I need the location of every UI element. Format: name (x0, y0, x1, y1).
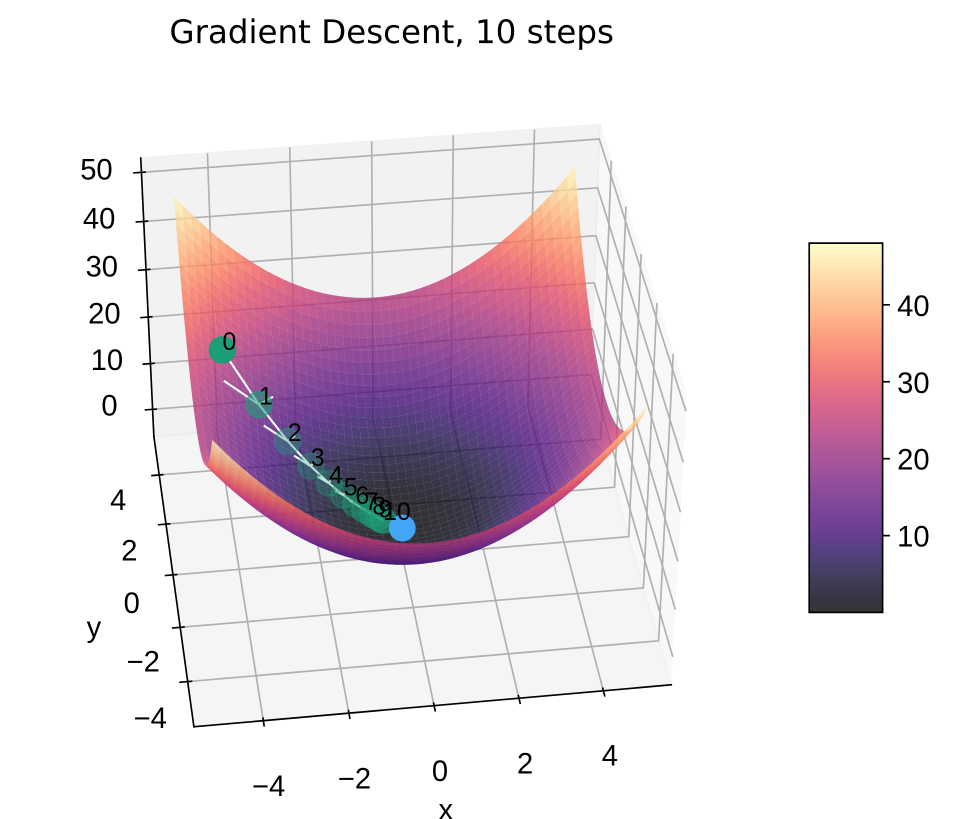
svg-text:40: 40 (897, 291, 929, 323)
svg-text:2: 2 (121, 535, 137, 567)
svg-text:20: 20 (897, 445, 929, 477)
svg-text:10: 10 (897, 522, 929, 554)
svg-text:7: 7 (365, 488, 379, 516)
svg-text:4: 4 (329, 461, 343, 489)
svg-text:−2: −2 (127, 646, 160, 678)
svg-text:5: 5 (344, 473, 358, 501)
svg-text:6: 6 (355, 482, 369, 510)
svg-text:2: 2 (288, 419, 302, 447)
svg-text:0: 0 (432, 756, 448, 788)
svg-text:8: 8 (372, 492, 386, 520)
svg-text:−4: −4 (252, 771, 285, 803)
svg-text:3: 3 (311, 444, 325, 472)
svg-text:0: 0 (124, 588, 140, 620)
svg-text:2: 2 (517, 748, 533, 780)
svg-text:9: 9 (378, 496, 392, 524)
svg-text:4: 4 (110, 485, 126, 517)
svg-text:10: 10 (91, 345, 123, 377)
svg-text:20: 20 (88, 299, 120, 331)
svg-text:0: 0 (101, 391, 117, 423)
svg-text:10: 10 (383, 498, 411, 526)
svg-text:x: x (439, 794, 454, 819)
svg-text:40: 40 (83, 203, 115, 235)
svg-text:30: 30 (86, 251, 118, 283)
svg-text:50: 50 (80, 154, 112, 186)
svg-text:30: 30 (897, 368, 929, 400)
svg-text:0: 0 (222, 328, 236, 356)
svg-text:y: y (87, 612, 102, 644)
svg-text:−2: −2 (338, 764, 371, 796)
svg-text:1: 1 (259, 383, 273, 411)
svg-text:4: 4 (602, 741, 618, 773)
svg-text:−4: −4 (134, 703, 167, 735)
